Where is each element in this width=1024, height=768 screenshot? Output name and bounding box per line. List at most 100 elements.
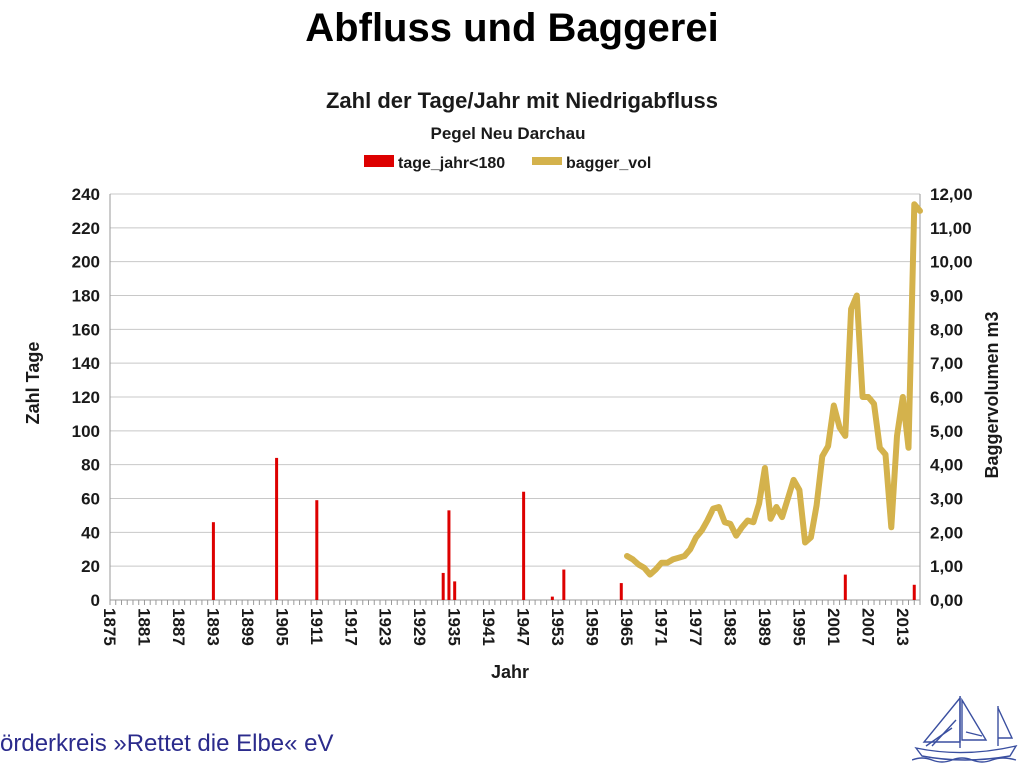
point-bagger-vol — [741, 526, 743, 528]
y-right-tick-label: 1,00 — [930, 557, 963, 576]
chart-title: Zahl der Tage/Jahr mit Niedrigabfluss — [326, 88, 718, 113]
slide-title: Abfluss und Baggerei — [305, 6, 719, 50]
bar-tage-jahr — [441, 572, 445, 600]
point-bagger-vol — [890, 526, 892, 528]
bar-tage-jahr — [562, 569, 566, 600]
line-series — [624, 201, 923, 578]
y-left-tick-label: 140 — [72, 354, 100, 373]
bar-tage-jahr — [447, 510, 451, 600]
point-bagger-vol — [718, 506, 720, 508]
grid-lines — [110, 193, 920, 601]
point-bagger-vol — [856, 295, 858, 296]
x-tick-label: 1971 — [651, 608, 670, 646]
y-left-tick-label: 60 — [81, 490, 100, 509]
x-tick-label: 1983 — [720, 608, 739, 646]
point-bagger-vol — [764, 467, 766, 469]
y-right-tick-label: 8,00 — [930, 320, 963, 339]
line-bagger-vol — [624, 201, 923, 578]
y-left-tick-label: 200 — [72, 253, 100, 272]
y-left-tick-label: 180 — [72, 287, 100, 306]
bar-tage-jahr — [619, 583, 623, 600]
point-bagger-vol — [638, 563, 640, 565]
bar-tage-jahr — [912, 584, 916, 600]
point-bagger-vol — [902, 396, 904, 398]
point-bagger-vol — [660, 562, 662, 564]
bar-tage-jahr — [550, 596, 554, 600]
bar-tage-jahr — [453, 581, 457, 600]
point-bagger-vol — [879, 447, 881, 449]
x-tick-label: 1995 — [789, 608, 808, 646]
point-bagger-vol — [695, 536, 697, 538]
point-bagger-vol — [804, 541, 806, 543]
y-left-tick-label: 160 — [72, 320, 100, 339]
point-bagger-vol — [833, 404, 835, 406]
point-bagger-vol — [827, 445, 829, 447]
y-right-tick-label: 0,00 — [930, 591, 963, 610]
point-bagger-vol — [729, 523, 731, 525]
y-left-tick-label: 240 — [72, 185, 100, 204]
x-tick-label: 1875 — [100, 608, 119, 646]
bar-tage-jahr — [315, 500, 319, 600]
axes — [109, 194, 921, 605]
point-bagger-vol — [821, 455, 823, 457]
point-bagger-vol — [850, 308, 852, 310]
legend-bar-label: tage_jahr<180 — [398, 155, 505, 172]
point-bagger-vol — [678, 557, 680, 559]
point-bagger-vol — [775, 506, 777, 508]
point-bagger-vol — [672, 558, 674, 560]
point-bagger-vol — [752, 521, 754, 523]
x-tick-label: 1947 — [514, 608, 533, 646]
y-right-tick-label: 5,00 — [930, 422, 963, 441]
point-bagger-vol — [862, 396, 864, 398]
point-bagger-vol — [735, 535, 737, 537]
point-bagger-vol — [919, 210, 921, 212]
y-axis-left-label: Zahl Tage — [23, 342, 43, 425]
x-tick-label: 2007 — [858, 608, 877, 646]
bar-tage-jahr — [275, 457, 279, 600]
y-right-tick-label: 9,00 — [930, 287, 963, 306]
tick-labels: 0 0,00 20 1,00 40 2,00 60 3,00 80 4,00 100 5,00 120 6… — [72, 185, 973, 646]
y-right-tick-label: 2,00 — [930, 523, 963, 542]
x-tick-label: 1959 — [583, 608, 602, 646]
point-bagger-vol — [643, 567, 645, 569]
point-bagger-vol — [787, 498, 789, 499]
x-tick-label: 1899 — [238, 608, 257, 646]
point-bagger-vol — [781, 516, 783, 518]
x-tick-label: 1935 — [445, 608, 464, 646]
point-bagger-vol — [626, 555, 628, 557]
y-left-tick-label: 20 — [81, 557, 100, 576]
point-bagger-vol — [758, 503, 760, 505]
x-tick-label: 1965 — [617, 608, 636, 646]
x-tick-label: 1941 — [479, 608, 498, 646]
point-bagger-vol — [683, 555, 685, 557]
legend-line-label: bagger_vol — [566, 155, 651, 172]
y-right-tick-label: 12,00 — [930, 185, 973, 204]
y-left-tick-label: 120 — [72, 388, 100, 407]
point-bagger-vol — [706, 519, 708, 521]
x-tick-label: 1887 — [169, 608, 188, 646]
point-bagger-vol — [712, 508, 714, 510]
legend-line-swatch — [532, 157, 562, 165]
y-right-tick-label: 11,00 — [930, 219, 972, 238]
point-bagger-vol — [873, 403, 875, 405]
point-bagger-vol — [896, 435, 898, 437]
point-bagger-vol — [666, 562, 668, 564]
point-bagger-vol — [908, 447, 910, 449]
y-left-tick-label: 0 — [91, 591, 100, 610]
point-bagger-vol — [839, 426, 841, 428]
y-left-tick-label: 100 — [72, 422, 100, 441]
x-tick-label: 2013 — [893, 608, 912, 646]
footer-organisation: örderkreis »Rettet die Elbe« eV — [0, 730, 334, 757]
y-axis-right-label: Baggervolumen m3 — [982, 311, 1002, 478]
bar-series — [211, 457, 916, 600]
point-bagger-vol — [798, 489, 800, 491]
ship-logo-icon — [912, 696, 1018, 763]
y-right-tick-label: 10,00 — [930, 253, 973, 272]
point-bagger-vol — [810, 536, 812, 538]
x-tick-label: 1911 — [307, 608, 326, 645]
bar-tage-jahr — [843, 574, 847, 600]
y-right-tick-label: 7,00 — [930, 354, 963, 373]
x-tick-label: 1893 — [203, 608, 222, 646]
x-tick-label: 1929 — [410, 608, 429, 646]
bar-tage-jahr — [211, 522, 215, 600]
